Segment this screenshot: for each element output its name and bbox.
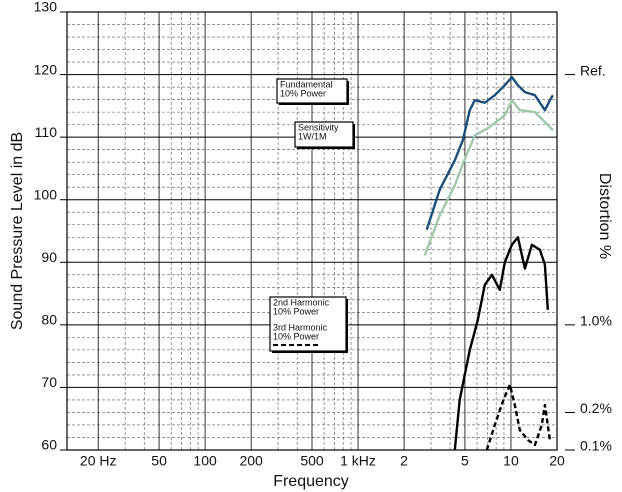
x-tick-label: 100 xyxy=(193,453,217,469)
legend-label: 3rd Harmonic xyxy=(273,322,328,332)
y-tick-label: 90 xyxy=(41,249,57,265)
series-line xyxy=(423,99,554,256)
legend-label: 2nd Harmonic xyxy=(273,297,330,307)
y-tick-label: 110 xyxy=(35,124,58,140)
legend-box xyxy=(269,296,347,352)
y-tick-label: 120 xyxy=(34,61,58,77)
series-line xyxy=(453,236,549,451)
legend-label: 1W/1M xyxy=(298,131,327,141)
x-tick-label: 10 xyxy=(503,453,519,469)
x-tick-label: 500 xyxy=(300,453,324,469)
y-tick-label: 70 xyxy=(41,374,57,390)
series-line xyxy=(485,383,552,451)
y-tick-label: 80 xyxy=(41,312,57,328)
legend-label: Fundamental xyxy=(280,79,333,89)
y-tick-label: 60 xyxy=(41,437,57,453)
y2-axis-label: Distortion % xyxy=(596,173,613,259)
legend-box xyxy=(294,121,354,148)
y-tick-label: 130 xyxy=(34,0,58,15)
plot-frame xyxy=(66,11,558,451)
y2-tick-label: 0.1% xyxy=(580,438,612,454)
legend-label: 10% Power xyxy=(280,88,326,98)
legend-label: 10% Power xyxy=(273,306,319,316)
legend-label: 10% Power xyxy=(273,331,319,341)
y-axis-label: Sound Pressure Level in dB xyxy=(9,132,26,330)
x-tick-label: 20 xyxy=(549,453,565,469)
x-axis-label: Frequency xyxy=(273,473,349,490)
y-tick-label: 100 xyxy=(34,186,58,202)
x-tick-label: 200 xyxy=(239,453,263,469)
x-tick-label: 50 xyxy=(151,453,167,469)
x-tick-label: 5 xyxy=(461,453,469,469)
y2-tick-label: 1.0% xyxy=(580,313,612,329)
series-line xyxy=(425,75,554,231)
y2-tick-label: 0.2% xyxy=(580,400,612,416)
y2-tick-label: Ref. xyxy=(580,62,606,78)
x-tick-label: 1 kHz xyxy=(340,453,376,469)
legend-label: Sensitivity xyxy=(298,122,339,132)
x-tick-label: 2 xyxy=(400,453,408,469)
legend-box xyxy=(276,78,348,104)
x-tick-label: 20 Hz xyxy=(80,453,117,469)
